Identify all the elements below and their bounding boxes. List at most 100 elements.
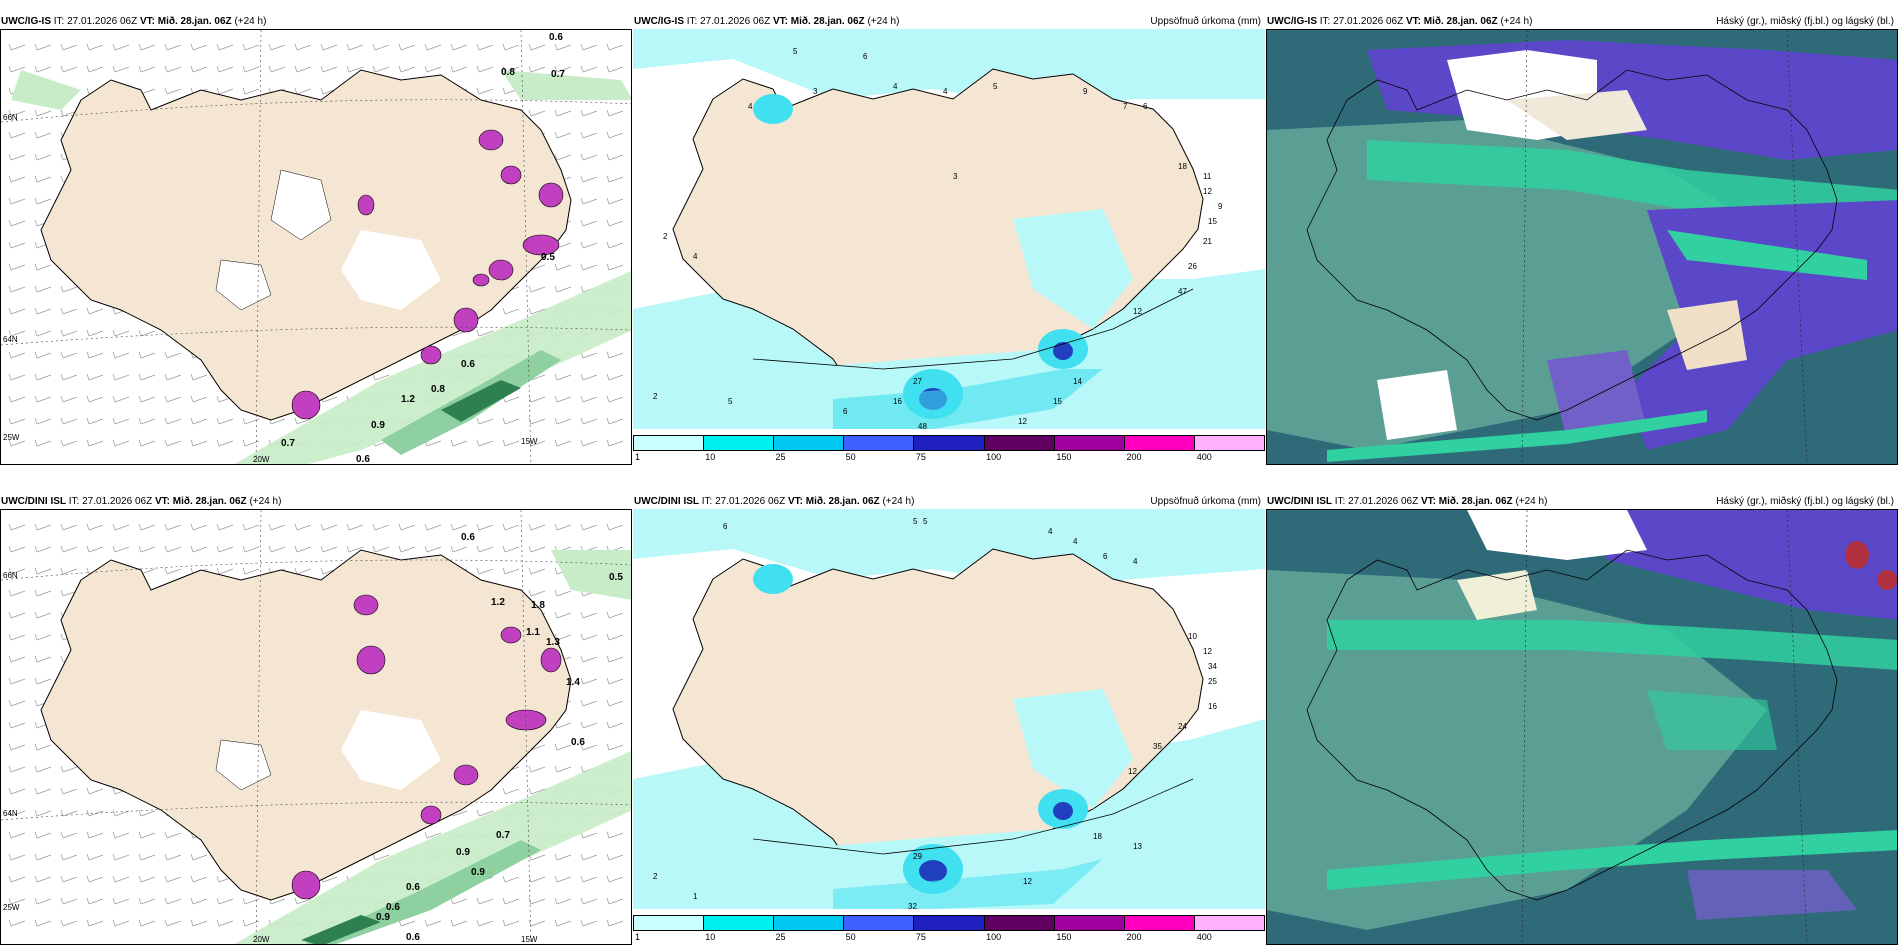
wind-barb	[606, 919, 624, 927]
wind-barb	[268, 65, 286, 73]
wind-barb	[60, 919, 78, 927]
wind-barb	[242, 43, 260, 51]
pale-east	[1667, 300, 1747, 370]
colorbar-label: 50	[845, 932, 856, 942]
wind-barb	[554, 765, 572, 773]
wind-barb	[190, 897, 208, 905]
model-name: UWC/DINI ISL	[1, 496, 66, 507]
wind-barb	[8, 699, 26, 707]
wind-barb	[502, 787, 520, 795]
wind-barb	[320, 43, 338, 51]
wind-barb	[372, 545, 390, 553]
cloud-map[interactable]	[1266, 29, 1898, 465]
wind-barb	[476, 897, 494, 905]
wind-barb	[424, 919, 442, 927]
wind-barb	[34, 417, 52, 425]
value-label: 12	[1203, 647, 1212, 656]
wind-barb	[502, 417, 520, 425]
wind-barb	[476, 87, 494, 95]
wind-barb	[60, 787, 78, 795]
wind-barb	[554, 853, 572, 861]
wind-barb	[138, 831, 156, 839]
wind-barb	[346, 545, 364, 553]
wind-barb	[528, 109, 546, 117]
model-name: UWC/IG-IS	[1267, 16, 1317, 27]
value-label: 6	[1103, 552, 1108, 561]
wind-barb	[112, 809, 130, 817]
vt-label: VT:	[1420, 496, 1436, 507]
colorbar-cell	[1194, 436, 1264, 450]
cloud-map-svg	[1267, 30, 1897, 464]
precip-map[interactable]: 5 6 4 3 4 4 5 2 4 3 9 7 6 18 11 12 9 15 …	[633, 29, 1265, 429]
value-label: 0.6	[461, 532, 475, 543]
wind-barb	[606, 439, 624, 447]
red-cloud-2	[1877, 570, 1897, 590]
wind-barb	[528, 285, 546, 293]
model-name: UWC/DINI ISL	[1267, 496, 1332, 507]
it-label: IT:	[1334, 496, 1346, 507]
wind-barb	[216, 417, 234, 425]
wind-barb	[216, 439, 234, 447]
wind-barb	[8, 329, 26, 337]
precip-core-5	[753, 564, 793, 594]
wind-barb	[34, 65, 52, 73]
lead-time: (+24 h)	[234, 16, 267, 27]
green-rim-south	[1327, 410, 1707, 462]
panel-header: UWC/IG-IS IT: 27.01.2026 06Z VT: Mið. 28…	[633, 15, 1265, 29]
green-band-3	[301, 915, 381, 944]
wind-map[interactable]: 66N 64N 25W 20W 15W 0.6 1.2 1.8 1.1 1.3 …	[0, 509, 632, 945]
wind-barb	[424, 523, 442, 531]
wind-barb	[34, 567, 52, 575]
wind-barb	[606, 43, 624, 51]
wind-barb	[164, 373, 182, 381]
panel-header: UWC/IG-IS IT: 27.01.2026 06Z VT: Mið. 28…	[0, 15, 632, 29]
coast-line	[752, 778, 1194, 855]
wind-barb	[8, 875, 26, 883]
wind-barb	[580, 417, 598, 425]
value-label: 4	[943, 87, 948, 96]
value-label: 0.6	[571, 737, 585, 748]
value-label: 0.7	[281, 438, 295, 449]
green-rim-north	[1367, 140, 1897, 220]
value-label: 0.9	[371, 420, 385, 431]
coast-line	[752, 288, 1194, 370]
wind-barb	[8, 787, 26, 795]
wind-barb	[554, 131, 572, 139]
wind-barb	[580, 853, 598, 861]
value-label: 0.6	[461, 359, 475, 370]
wind-barb	[86, 417, 104, 425]
cloud-map[interactable]	[1266, 509, 1898, 945]
value-label: 0.5	[609, 572, 623, 583]
value-label: 26	[1188, 262, 1197, 271]
wind-barb	[606, 897, 624, 905]
vt-value: Mið. 28.jan. 06Z	[790, 16, 865, 27]
wind-barb	[164, 65, 182, 73]
precip-map[interactable]: 6 5 5 4 4 6 4 10 12 34 25 16 24 35 12 18…	[633, 509, 1265, 909]
wind-barb	[86, 545, 104, 553]
wind-barb	[112, 373, 130, 381]
value-label: 5	[793, 47, 798, 56]
wind-barb	[60, 831, 78, 839]
wind-barb	[606, 131, 624, 139]
wind-barb	[112, 351, 130, 359]
wind-barb	[164, 523, 182, 531]
value-label: 25	[1208, 677, 1217, 686]
iceland-outline	[1306, 69, 1838, 421]
wind-map[interactable]: 66N 64N 25W 20W 15W 0.6 0.8 0.7 0.6 1.2 …	[0, 29, 632, 465]
wind-barb	[476, 809, 494, 817]
wind-barb	[294, 87, 312, 95]
wind-barb	[34, 175, 52, 183]
wind-barb	[8, 131, 26, 139]
wind-barb	[424, 43, 442, 51]
wind-barb	[86, 351, 104, 359]
colorbar-cell	[914, 916, 985, 930]
wind-barb	[8, 809, 26, 817]
wind-barb	[450, 439, 468, 447]
lat-label-64: 64N	[3, 335, 18, 344]
wind-barb	[34, 897, 52, 905]
wind-barb	[164, 853, 182, 861]
value-label: 1.2	[401, 394, 415, 405]
wind-barb	[580, 197, 598, 205]
green-rim-north	[1327, 620, 1897, 670]
colorbar-label: 1	[635, 452, 641, 462]
